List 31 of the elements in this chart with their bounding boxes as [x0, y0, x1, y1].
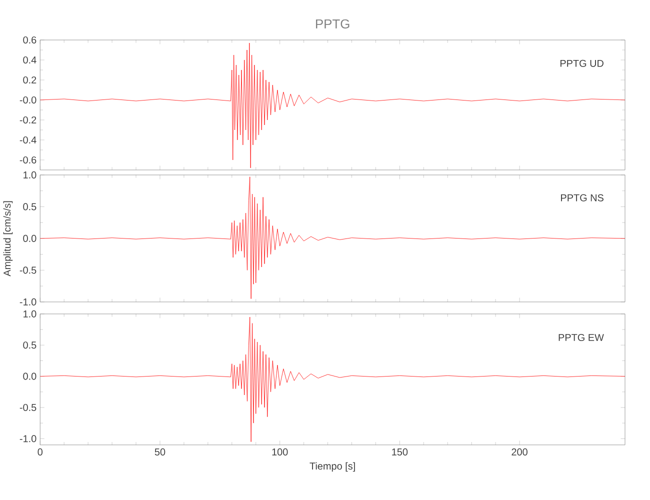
y-tick-label: -0.5 [20, 404, 36, 412]
annotation: PPTG NS [561, 194, 604, 202]
y-tick-label: 0.2 [23, 76, 36, 84]
y-tick-label: 0.6 [23, 36, 36, 44]
y-tick-label: -1.0 [20, 298, 36, 306]
y-tick-label: -0.6 [20, 156, 36, 164]
y-tick-label: 0.5 [23, 342, 36, 349]
y-tick-label: 0.5 [23, 203, 36, 210]
x-tick-label: 150 [392, 448, 408, 456]
y-tick-label: 1.0 [24, 310, 36, 318]
y-tick-label: -0.4 [20, 136, 36, 144]
y-tick-label: 0.0 [23, 234, 36, 242]
y-tick-label: -1.0 [20, 435, 36, 442]
x-tick-label: 50 [154, 448, 166, 456]
x-tick-label: 100 [272, 448, 288, 456]
x-tick-label: 0 [38, 448, 43, 456]
annotation: PPTG EW [558, 334, 604, 342]
y-tick-label: -0.5 [20, 266, 36, 274]
line-series [40, 42, 626, 168]
line-series [40, 316, 626, 442]
line-series [40, 176, 626, 300]
y-axis-title: Amplitud [cm/s/s] [3, 201, 13, 276]
x-axis-title: Tiempo [s] [310, 462, 355, 472]
y-tick-label: 0.4 [23, 56, 36, 64]
y-tick-label: -0.2 [20, 116, 36, 124]
chart-title: PPTG [316, 19, 350, 29]
y-tick-label: -0.0 [20, 96, 36, 104]
y-tick-label: 1.0 [24, 171, 36, 179]
y-tick-label: 0.0 [23, 372, 36, 380]
x-tick-label: 200 [512, 448, 528, 456]
annotation: PPTG UD [560, 60, 604, 67]
